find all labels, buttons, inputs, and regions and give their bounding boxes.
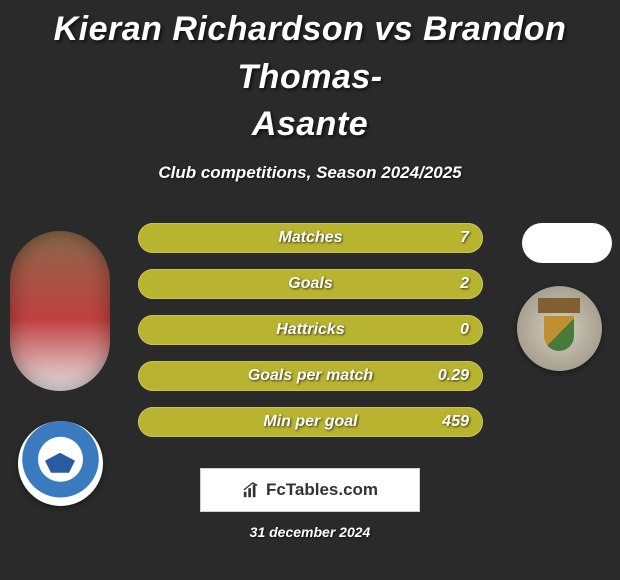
stat-bars: Matches 7 Goals 2 Hattricks 0 Goals per … bbox=[138, 223, 483, 453]
player-left-photo bbox=[10, 231, 110, 391]
stat-label: Goals bbox=[138, 269, 483, 299]
stat-label: Hattricks bbox=[138, 315, 483, 345]
brand-text: FcTables.com bbox=[266, 480, 378, 500]
comparison-title: Kieran Richardson vs Brandon Thomas- Asa… bbox=[0, 0, 620, 149]
cardiff-city-crest-icon bbox=[18, 421, 103, 506]
stat-row-goals-per-match: Goals per match 0.29 bbox=[138, 361, 483, 391]
stat-value: 2 bbox=[460, 269, 469, 299]
player-right-badge bbox=[522, 223, 612, 263]
stat-row-min-per-goal: Min per goal 459 bbox=[138, 407, 483, 437]
stat-value: 0.29 bbox=[438, 361, 469, 391]
stat-row-hattricks: Hattricks 0 bbox=[138, 315, 483, 345]
stat-label: Matches bbox=[138, 223, 483, 253]
stat-value: 7 bbox=[460, 223, 469, 253]
subtitle: Club competitions, Season 2024/2025 bbox=[0, 163, 620, 183]
stat-value: 459 bbox=[442, 407, 469, 437]
chart-icon bbox=[242, 481, 260, 499]
brand-box[interactable]: FcTables.com bbox=[200, 468, 420, 512]
title-line-1: Kieran Richardson vs Brandon Thomas- bbox=[54, 10, 567, 96]
stat-value: 0 bbox=[460, 315, 469, 345]
title-line-2: Asante bbox=[252, 105, 368, 143]
stat-row-goals: Goals 2 bbox=[138, 269, 483, 299]
stat-label: Min per goal bbox=[138, 407, 483, 437]
coventry-city-crest-icon bbox=[517, 286, 602, 371]
stat-row-matches: Matches 7 bbox=[138, 223, 483, 253]
date-text: 31 december 2024 bbox=[0, 524, 620, 540]
stat-label: Goals per match bbox=[138, 361, 483, 391]
